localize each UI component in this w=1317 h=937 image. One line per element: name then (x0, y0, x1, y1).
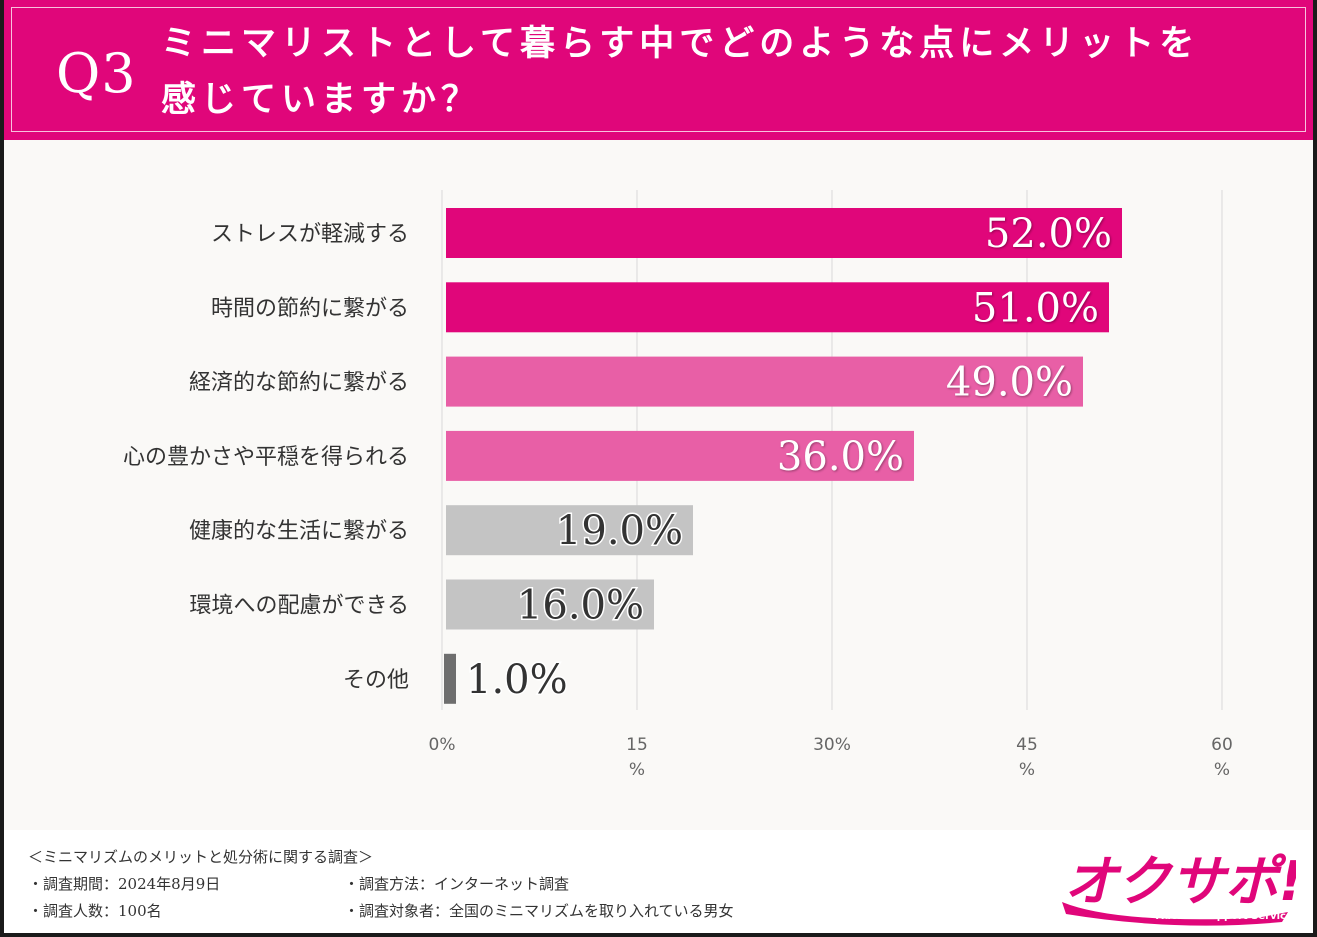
category-label: ストレスが軽減する (211, 222, 409, 247)
survey-method: ・調査方法：インターネット調査 (344, 875, 570, 893)
bar (444, 653, 456, 704)
x-tick-label: 30% (813, 735, 851, 755)
question-title-line1: ミニマリストとして暮らす中でどのような点にメリットを (161, 24, 1200, 64)
x-tick-label: 0% (429, 735, 456, 755)
question-number: Q3 (56, 42, 137, 105)
value-label: 19.0% (556, 508, 683, 554)
value-label: 49.0% (946, 360, 1073, 406)
value-label: 51.0% (972, 285, 1099, 331)
survey-target: ・調査対象者：全国のミニマリズムを取り入れている男女 (344, 902, 734, 920)
bar (446, 579, 654, 630)
category-label: 時間の節約に繋がる (211, 296, 409, 321)
value-label: 36.0% (777, 434, 904, 480)
value-label: 16.0% (517, 583, 644, 629)
category-label: 経済的な節約に繋がる (189, 371, 409, 396)
category-label: その他 (343, 668, 409, 693)
x-tick-unit: % (1019, 760, 1035, 780)
category-label: 健康的な生活に繋がる (189, 519, 409, 544)
logo-swoosh (1062, 902, 1288, 926)
question-header: Q3 ミニマリストとして暮らす中でどのような点にメリットを 感じていますか？ (4, 0, 1313, 140)
infographic-frame: Q3 ミニマリストとして暮らす中でどのような点にメリットを 感じていますか？ 0… (4, 0, 1313, 933)
bar (446, 430, 914, 481)
bar (446, 282, 1109, 333)
x-tick-unit: % (1214, 760, 1230, 780)
x-tick-unit: % (629, 760, 645, 780)
category-label: 心の豊かさや平穏を得られる (123, 445, 409, 470)
x-tick-label: 45 (1016, 735, 1038, 755)
brand-logo: オクサポ! Auction Support Service (1062, 849, 1296, 926)
bar (446, 208, 1122, 258)
bar (446, 356, 1083, 407)
survey-sample: ・調査人数：100名 (28, 902, 162, 920)
value-label: 1.0% (466, 657, 568, 703)
bar (446, 505, 693, 556)
category-label: 環境への配慮ができる (189, 594, 409, 619)
x-tick-label: 60 (1211, 735, 1233, 755)
value-label: 52.0% (985, 211, 1112, 257)
survey-period: ・調査期間：2024年8月9日 (28, 875, 221, 893)
survey-title: ＜ミニマリズムのメリットと処分術に関する調査＞ (28, 848, 374, 866)
x-tick-label: 15 (626, 735, 648, 755)
bar-chart: 0% 15% 30% 45% 60% ストレスが軽減する 52.0% 時間の節約に繋がる 51.… (123, 190, 1233, 780)
logo-subtitle: Auction Support Service (1156, 911, 1293, 922)
logo-text: オクサポ! (1064, 850, 1296, 913)
question-title: ミニマリストとして暮らす中でどのような点にメリットを 感じていますか？ (161, 16, 1271, 128)
header-border (11, 7, 1306, 132)
question-title-line2: 感じていますか？ (161, 80, 482, 120)
